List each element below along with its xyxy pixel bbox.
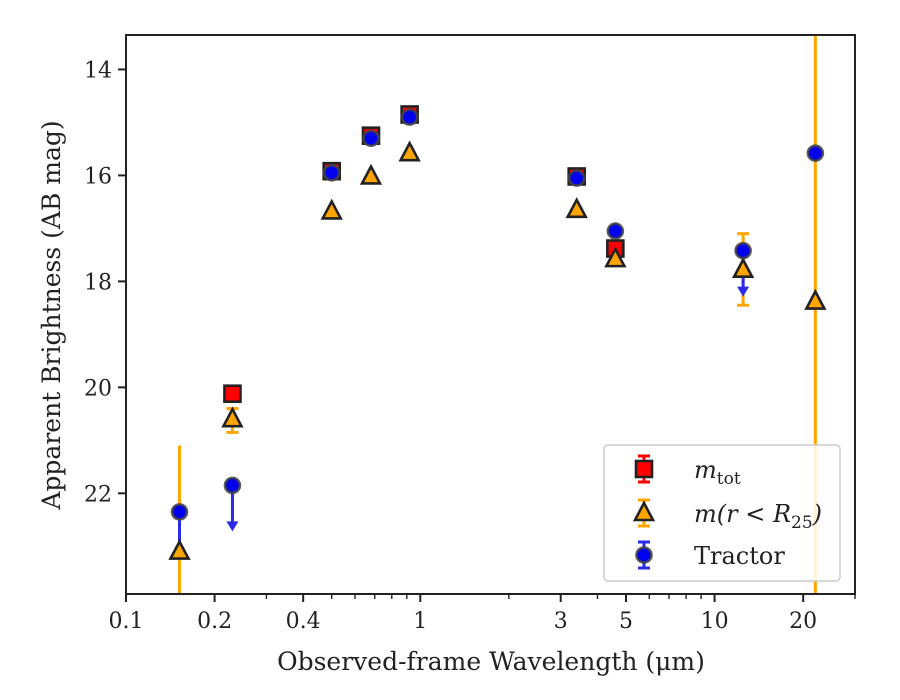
tractor-point-5	[567, 169, 586, 187]
mr25-point-1	[221, 406, 244, 428]
tractor-point-7	[734, 241, 752, 260]
tractor-upper-limit-1-head	[226, 521, 239, 532]
mtot-point-0	[223, 384, 242, 404]
x-tick-label-6: 10	[701, 609, 729, 634]
y-tick-label-4: 22	[84, 482, 112, 507]
tractor-point-1	[223, 476, 242, 495]
legend-entry-mtot: mtot	[634, 454, 741, 489]
legend-mr25-label: m(r < R25)	[694, 500, 822, 533]
axes-layer: 0.1 0.2 0.4 1 3 5 10 20 14 16 18 20 22	[84, 34, 856, 634]
mr25-point-8	[804, 288, 827, 310]
mr25-point-5	[565, 197, 588, 219]
x-tick-label-5: 5	[619, 609, 633, 634]
x-tick-label-7: 20	[789, 609, 817, 634]
tractor-point-3	[362, 129, 380, 148]
x-tick-label-0: 0.1	[109, 609, 144, 634]
legend-mr25-marker	[632, 500, 656, 522]
mr25-point-0	[168, 538, 191, 560]
legend: mtot m(r < R25) Tractor	[603, 444, 841, 582]
legend-mtot-label-base: m	[694, 456, 717, 484]
legend-mtot-marker	[634, 459, 654, 479]
x-axis-title: Observed-frame Wavelength (μm)	[277, 647, 705, 676]
legend-entry-mr25: m(r < R25)	[632, 498, 822, 533]
mr25-point-7	[731, 256, 755, 279]
mr25-point-6	[604, 246, 627, 268]
plot-content	[168, 35, 827, 594]
tractor-point-6	[606, 222, 625, 240]
y-tick-label-3: 20	[84, 376, 112, 401]
mr25-point-3	[359, 163, 383, 185]
legend-mr25-label-sub: 25	[791, 513, 813, 533]
legend-box	[603, 444, 841, 582]
tractor-upper-limit-7-head	[737, 286, 750, 297]
axes-frame	[125, 34, 856, 595]
y-axis-title: Apparent Brightness (AB mag)	[37, 120, 66, 510]
legend-tractor-label: Tractor	[694, 542, 785, 570]
tractor-point-2	[322, 163, 341, 182]
tractor-point-4	[400, 108, 419, 126]
y-tick-label-2: 18	[84, 270, 112, 295]
legend-entry-tractor: Tractor	[635, 540, 785, 570]
legend-mr25-label-close: )	[812, 500, 822, 528]
tractor-point-8	[806, 144, 825, 162]
y-tick-label-1: 16	[84, 164, 112, 189]
legend-tractor-marker	[635, 546, 653, 564]
y-tick-label-0: 14	[84, 58, 112, 83]
x-tick-label-4: 3	[554, 609, 568, 634]
legend-mtot-label: mtot	[694, 456, 741, 489]
x-tick-label-3: 1	[413, 609, 427, 634]
tractor-point-0	[170, 503, 189, 521]
x-tick-label-1: 0.2	[197, 609, 232, 634]
legend-mtot-label-sub: tot	[717, 469, 741, 489]
mr25-point-4	[398, 140, 421, 162]
x-tick-label-2: 0.4	[286, 609, 321, 634]
plot-layer	[168, 35, 827, 594]
mr25-point-2	[320, 198, 343, 220]
legend-mr25-label-base: m(r < R	[694, 500, 791, 528]
